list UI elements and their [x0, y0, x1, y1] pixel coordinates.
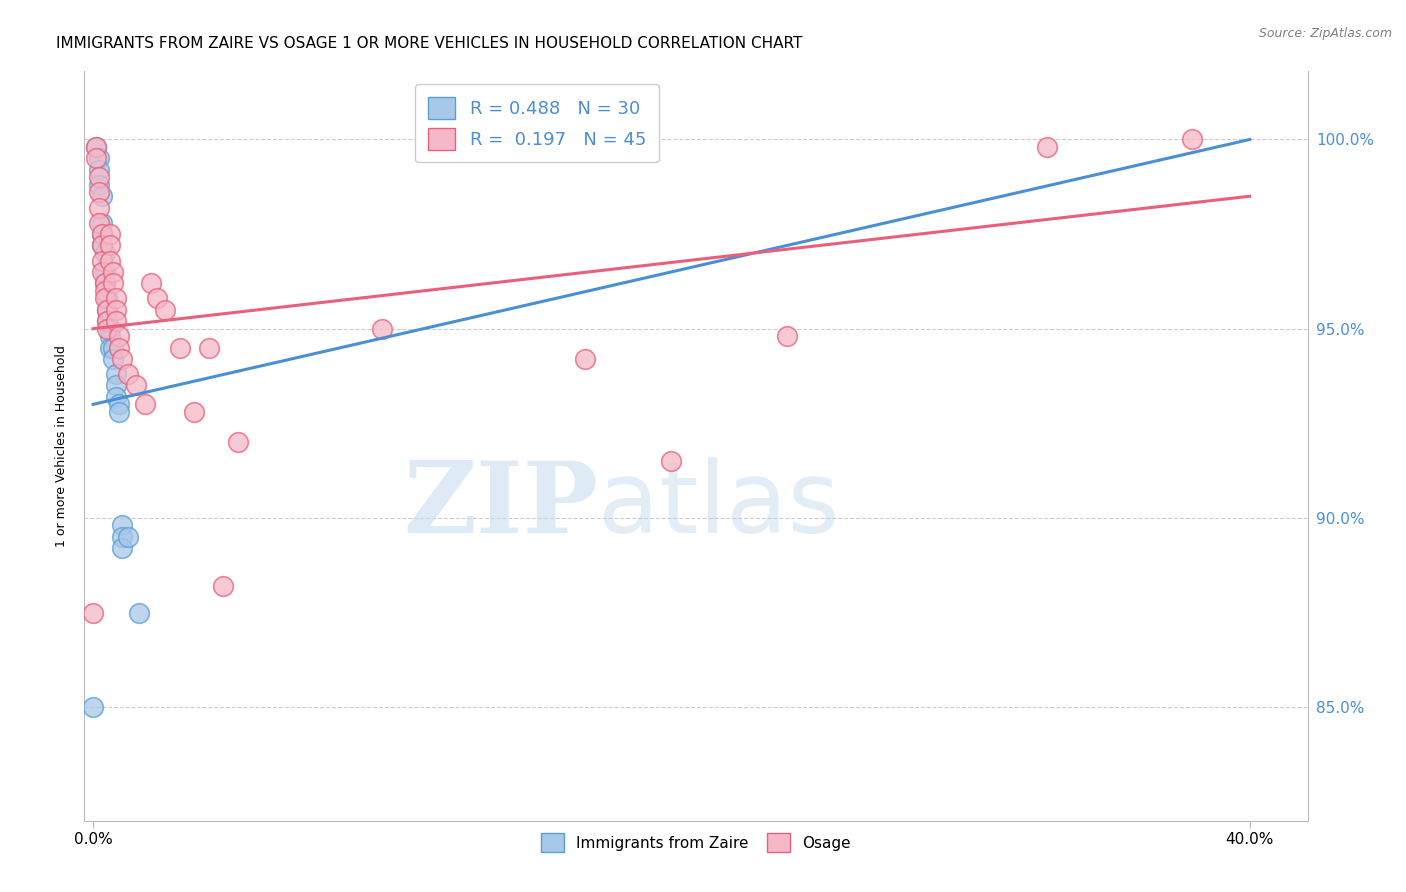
Text: atlas: atlas: [598, 458, 839, 555]
Point: [105, 292, 128, 306]
Point: [96, 302, 118, 317]
Point: [226, 435, 249, 450]
Point: [93, 292, 115, 306]
Text: Source: ZipAtlas.com: Source: ZipAtlas.com: [1258, 27, 1392, 40]
Point: [90, 216, 112, 230]
Point: [96, 302, 118, 317]
Point: [87, 178, 110, 192]
Point: [96, 292, 118, 306]
Point: [82, 606, 104, 620]
Point: [90, 227, 112, 241]
Text: IMMIGRANTS FROM ZAIRE VS OSAGE 1 OR MORE VEHICLES IN HOUSEHOLD CORRELATION CHART: IMMIGRANTS FROM ZAIRE VS OSAGE 1 OR MORE…: [56, 36, 803, 51]
Point: [93, 277, 115, 291]
Point: [84, 152, 107, 166]
Point: [100, 341, 122, 355]
Point: [111, 530, 134, 544]
Point: [105, 390, 128, 404]
Point: [105, 302, 128, 317]
Point: [90, 189, 112, 203]
Point: [105, 367, 128, 381]
Point: [108, 329, 131, 343]
Point: [1181, 132, 1204, 146]
Point: [103, 351, 125, 366]
Point: [145, 292, 167, 306]
Point: [108, 397, 131, 411]
Point: [87, 152, 110, 166]
Point: [155, 302, 177, 317]
Point: [93, 277, 115, 291]
Point: [100, 238, 122, 252]
Point: [87, 170, 110, 185]
Point: [128, 606, 150, 620]
Point: [100, 329, 122, 343]
Point: [134, 397, 156, 411]
Point: [111, 518, 134, 533]
Point: [105, 314, 128, 328]
Point: [212, 579, 235, 593]
Point: [183, 405, 205, 419]
Point: [84, 140, 107, 154]
Point: [100, 227, 122, 241]
Point: [90, 253, 112, 268]
Point: [93, 246, 115, 260]
Point: [1036, 140, 1059, 154]
Point: [111, 351, 134, 366]
Point: [103, 277, 125, 291]
Point: [103, 265, 125, 279]
Point: [87, 201, 110, 215]
Point: [96, 321, 118, 335]
Point: [100, 253, 122, 268]
Y-axis label: 1 or more Vehicles in Household: 1 or more Vehicles in Household: [55, 345, 69, 547]
Point: [661, 454, 683, 468]
Point: [90, 238, 112, 252]
Point: [93, 284, 115, 298]
Legend: Immigrants from Zaire, Osage: Immigrants from Zaire, Osage: [536, 827, 856, 858]
Point: [125, 378, 148, 392]
Point: [105, 378, 128, 392]
Text: ZIP: ZIP: [404, 458, 598, 555]
Point: [197, 341, 219, 355]
Point: [574, 351, 596, 366]
Point: [371, 321, 394, 335]
Point: [87, 186, 110, 200]
Point: [117, 367, 139, 381]
Point: [100, 321, 122, 335]
Point: [117, 530, 139, 544]
Point: [776, 329, 799, 343]
Point: [108, 341, 131, 355]
Point: [111, 541, 134, 556]
Point: [139, 277, 162, 291]
Point: [96, 314, 118, 328]
Point: [90, 227, 112, 241]
Point: [93, 265, 115, 279]
Point: [90, 265, 112, 279]
Point: [87, 216, 110, 230]
Point: [90, 238, 112, 252]
Point: [82, 700, 104, 714]
Point: [169, 341, 191, 355]
Point: [96, 314, 118, 328]
Point: [84, 140, 107, 154]
Point: [108, 405, 131, 419]
Point: [87, 162, 110, 177]
Point: [103, 341, 125, 355]
